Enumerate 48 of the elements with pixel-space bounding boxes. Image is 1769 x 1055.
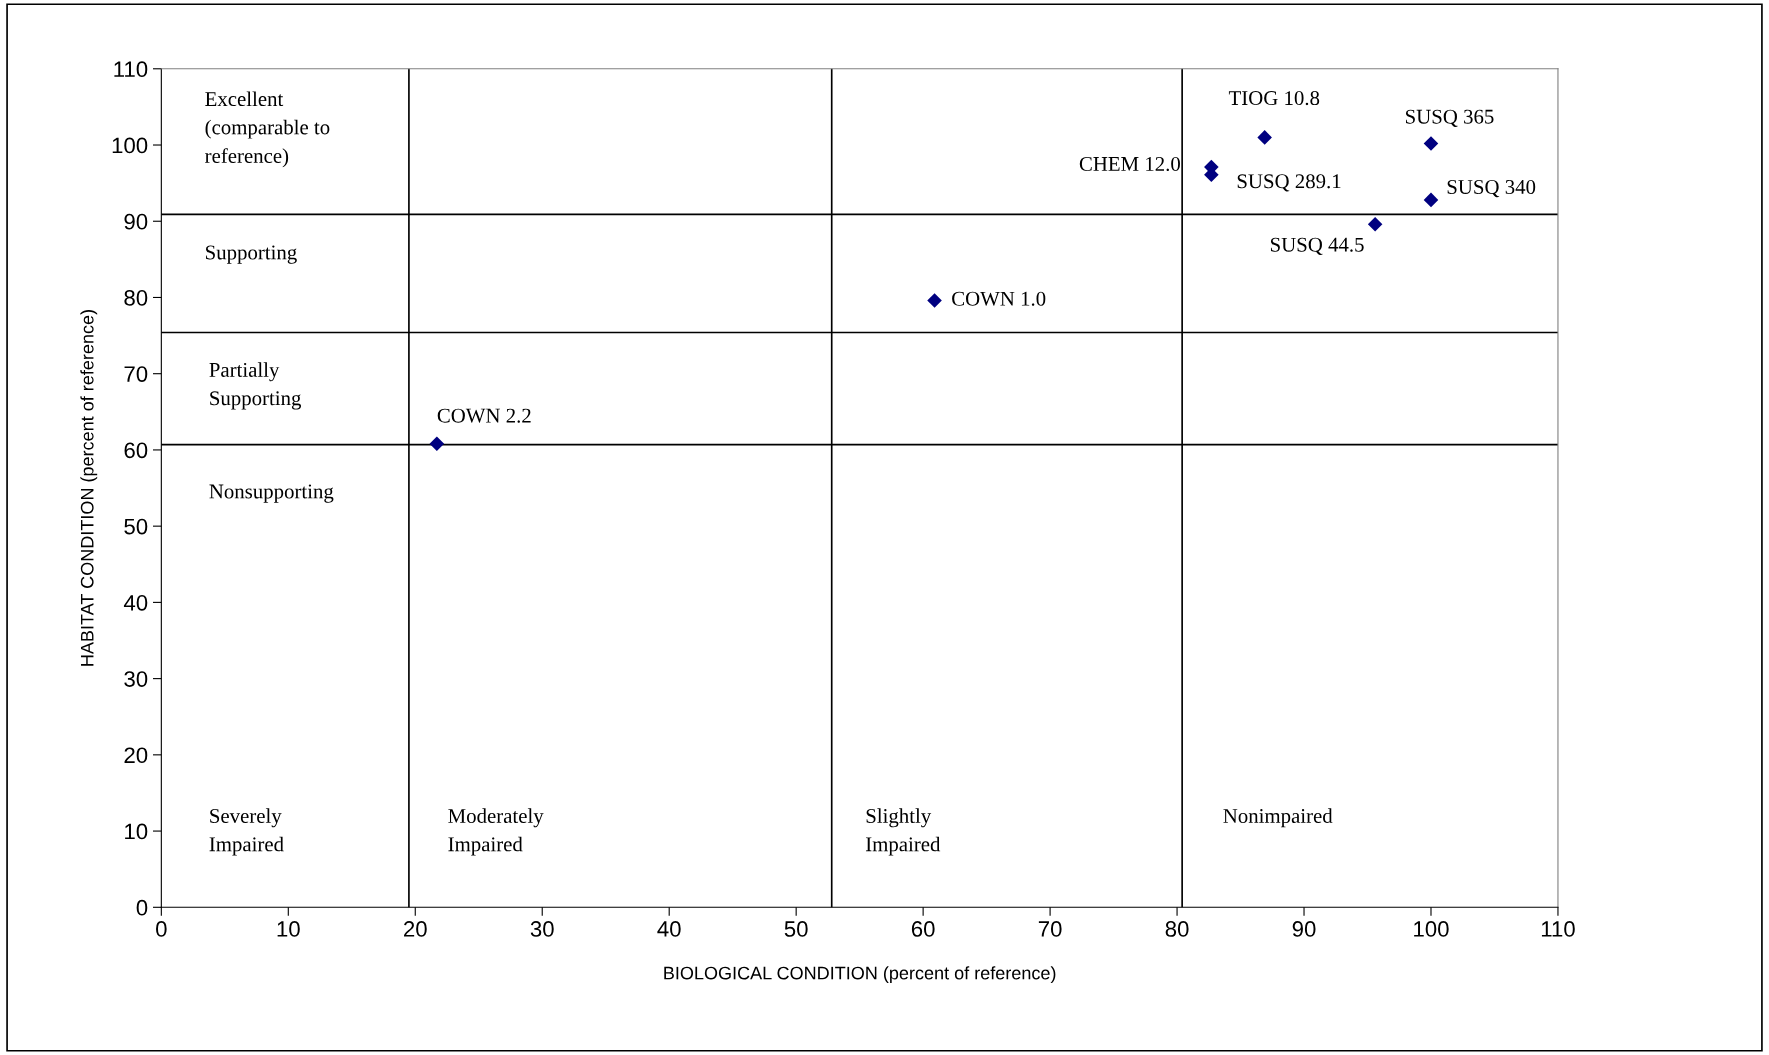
annotation: Nonimpaired (1223, 808, 1333, 828)
annotation: SUSQ 44.5 (1270, 237, 1364, 255)
annotation: Excellent (comparable to reference) (205, 91, 330, 168)
y-tick-label: 80 (124, 290, 148, 306)
annotation: SUSQ 340 (1447, 179, 1536, 198)
point (429, 436, 445, 452)
y-tick-label: 30 (124, 671, 148, 687)
y-tick-label: 0 (136, 899, 148, 916)
x-tick-label: 10 (277, 921, 300, 937)
x-tick-label: 110 (1541, 921, 1575, 937)
annotation: TIOG 10.8 (1228, 91, 1320, 106)
x-tick-label: 0 (156, 921, 167, 937)
x-tick-label: 100 (1414, 921, 1449, 937)
y-tick-label: 100 (112, 137, 148, 154)
point (1257, 130, 1272, 145)
x-axis-title: BIOLOGICAL CONDITION (percent of reference) (664, 966, 1056, 984)
point (1423, 136, 1439, 151)
annotation: CHEM 12.0 (1079, 156, 1180, 172)
point (927, 293, 942, 308)
x-tick-label: 40 (657, 921, 681, 937)
annotation: Nonsupporting (209, 484, 334, 503)
y-tick-label: 20 (124, 747, 148, 764)
x-tick-label: 80 (1165, 921, 1189, 937)
annotation: Partially Supporting (209, 362, 302, 410)
annotation: SUSQ 365 (1406, 109, 1494, 127)
annotation: Moderately Impaired (448, 808, 544, 856)
x-tick-label: 50 (784, 921, 808, 937)
annotation: Slightly Impaired (865, 808, 941, 856)
x-tick-label: 20 (404, 921, 427, 937)
x-tick-label: 30 (530, 921, 554, 937)
annotation: Severely Impaired (209, 808, 284, 856)
point (1423, 192, 1439, 208)
y-tick-label: 90 (124, 213, 148, 230)
y-tick-label: 40 (123, 594, 148, 611)
annotation: Supporting (206, 245, 297, 264)
x-tick-label: 90 (1292, 921, 1316, 937)
y-tick-label: 110 (114, 61, 148, 78)
annotation: SUSQ 289.1 (1237, 174, 1341, 192)
annotation: COWN 2.2 (437, 408, 531, 423)
y-axis-title: HABITAT CONDITION (percent of reference) (80, 310, 98, 666)
annotation: COWN 1.0 (952, 291, 1046, 306)
point (1367, 217, 1383, 232)
y-tick-label: 60 (124, 442, 148, 459)
x-tick-label: 70 (1038, 921, 1062, 937)
y-tick-label: 10 (125, 823, 148, 840)
y-tick-label: 70 (124, 366, 148, 382)
x-tick-label: 60 (911, 921, 935, 937)
y-tick-label: 50 (124, 518, 148, 535)
